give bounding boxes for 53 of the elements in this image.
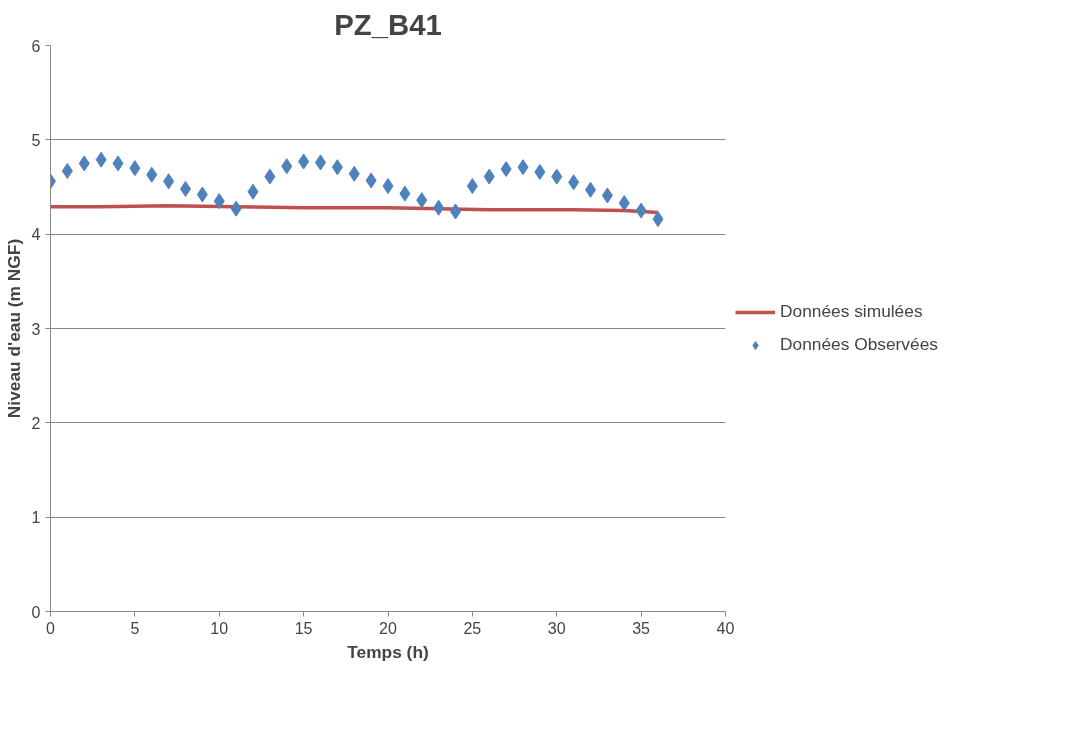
legend-label: Données Observées xyxy=(780,334,938,355)
point xyxy=(78,155,90,172)
point xyxy=(483,168,495,185)
point xyxy=(551,168,563,185)
point xyxy=(230,200,242,217)
y-tick-label: 1 xyxy=(31,509,41,527)
point xyxy=(652,211,664,228)
point xyxy=(601,187,613,204)
x-tick-label: 5 xyxy=(130,619,140,637)
x-tick-label: 35 xyxy=(632,619,651,637)
point xyxy=(61,162,73,179)
x-tick-label: 10 xyxy=(210,619,229,637)
legend-label: Données simulées xyxy=(780,301,923,322)
y-tick-label: 6 xyxy=(31,37,41,55)
x-tick-label: 25 xyxy=(463,619,482,637)
point xyxy=(95,151,107,168)
point xyxy=(298,153,310,170)
point xyxy=(618,195,630,212)
point xyxy=(466,178,478,195)
y-tick-label: 4 xyxy=(31,226,41,244)
point xyxy=(348,165,360,182)
point xyxy=(129,160,141,177)
x-tick-label: 40 xyxy=(716,619,735,637)
x-tick-label: 20 xyxy=(379,619,397,637)
point xyxy=(416,192,428,209)
point xyxy=(163,173,175,190)
point xyxy=(517,159,529,176)
y-axis-title: Niveau d'eau (m NGF) xyxy=(3,238,24,419)
point xyxy=(196,186,208,203)
point xyxy=(399,185,411,202)
y-tick-label: 3 xyxy=(31,320,41,338)
point xyxy=(264,168,276,185)
point xyxy=(365,172,377,189)
chart-title: PZ_B41 xyxy=(334,7,442,41)
point xyxy=(247,183,259,200)
x-tick-label: 15 xyxy=(294,619,313,637)
point xyxy=(534,163,546,180)
point xyxy=(568,174,580,191)
point xyxy=(146,166,158,183)
y-tick-label: 5 xyxy=(31,131,41,149)
point xyxy=(112,155,124,172)
point xyxy=(331,159,343,176)
point xyxy=(281,158,293,175)
x-axis-title: Temps (h) xyxy=(347,641,429,662)
y-tick-label: 0 xyxy=(31,603,41,621)
point xyxy=(433,199,445,216)
point xyxy=(500,161,512,178)
y-tick-label: 2 xyxy=(31,414,41,432)
x-tick-label: 0 xyxy=(46,619,56,637)
point xyxy=(213,193,225,210)
x-tick-label: 30 xyxy=(547,619,566,637)
point xyxy=(382,178,394,195)
point xyxy=(635,202,647,219)
